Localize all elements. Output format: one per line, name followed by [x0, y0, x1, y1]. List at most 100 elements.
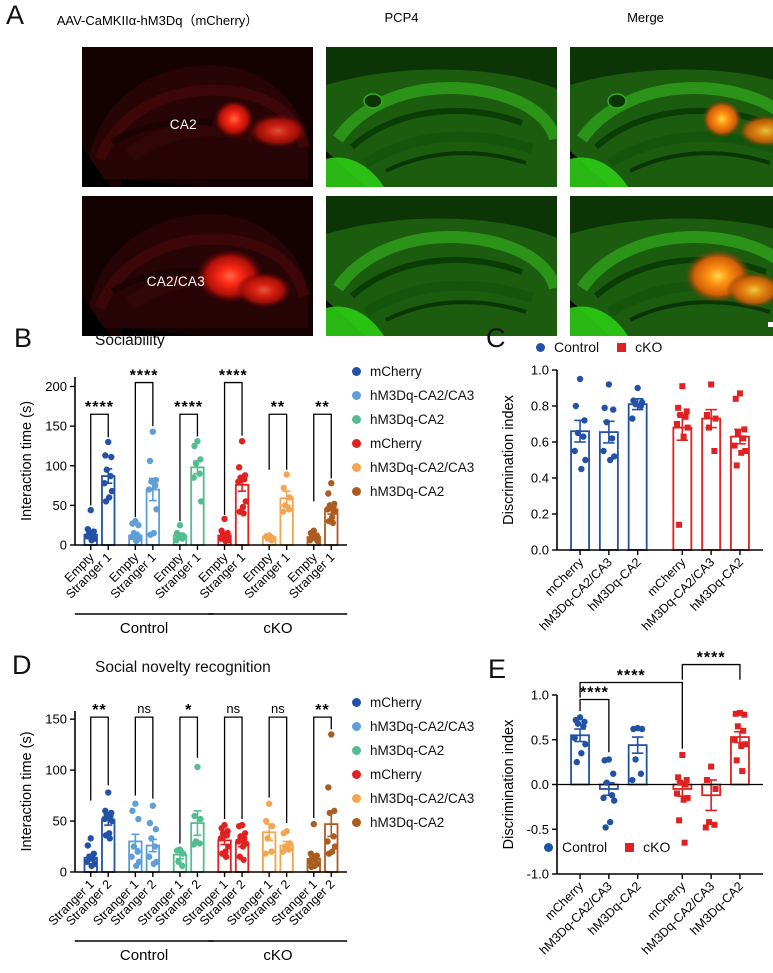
legend-item: Control: [536, 338, 599, 356]
legend-dot-swatch: [352, 438, 361, 448]
micrograph-mcherry-ca2: CA2: [82, 47, 313, 187]
svg-text:****: ****: [617, 667, 646, 684]
legend-dot-swatch: [352, 366, 361, 376]
legend-label: hM3Dq-CA2: [370, 411, 445, 427]
chart-d-title: Social novelty recognition: [95, 659, 271, 676]
chart-b-legend: mCherry hM3Dq-CA2/CA3 hM3Dq-CA2 mCherry hM3D…: [352, 359, 474, 503]
svg-text:*: *: [185, 702, 192, 719]
micrograph-art: [326, 196, 557, 336]
scale-bar: [768, 322, 773, 327]
panel-c: C Control cKO 0.0 0.2 0.4 0.6 0.8 1.0 Discrimin…: [480, 325, 773, 652]
legend-dot-swatch: [352, 462, 361, 472]
svg-text:ns: ns: [226, 701, 240, 716]
svg-text:Control: Control: [120, 620, 168, 637]
micrograph-art: [82, 196, 313, 336]
legend-dot-swatch: [352, 697, 361, 707]
legend-label: mCherry: [370, 766, 422, 782]
svg-text:150: 150: [45, 712, 67, 727]
svg-text:-0.5: -0.5: [527, 822, 549, 837]
region-label-ca2ca3: CA2/CA3: [146, 274, 206, 290]
micrograph-art: [570, 47, 773, 187]
panel-d: D Social novelty recognition 0 50 100 150 In…: [0, 650, 480, 973]
legend-label: hM3Dq-CA2/CA3: [370, 718, 475, 734]
legend-dot-swatch: [544, 842, 553, 852]
legend-item: Control: [544, 838, 607, 856]
legend-item: mCherry: [352, 359, 474, 383]
legend-label: Control: [554, 339, 600, 355]
svg-text:****: ****: [219, 368, 248, 385]
micrograph-art: [326, 47, 557, 187]
panel-letter-d: D: [12, 650, 32, 680]
legend-item: hM3Dq-CA2/CA3: [352, 714, 474, 738]
chart-c-legend: Control cKO: [536, 338, 680, 356]
micrograph-merge-ca2: [570, 47, 773, 187]
legend-item: hM3Dq-CA2: [352, 407, 474, 431]
legend-label: hM3Dq-CA2: [370, 483, 445, 499]
micrograph-grid: CA2 CA2/CA3: [42, 31, 773, 336]
svg-text:Interaction time (s): Interaction time (s): [19, 401, 35, 521]
legend-item: mCherry: [352, 431, 474, 455]
legend-dot-swatch: [352, 414, 361, 424]
legend-item: hM3Dq-CA2/CA3: [352, 383, 474, 407]
svg-text:1.0: 1.0: [531, 363, 549, 378]
legend-dot-swatch: [352, 721, 361, 731]
svg-text:0: 0: [60, 865, 67, 880]
svg-text:**: **: [92, 702, 106, 719]
svg-text:****: ****: [580, 684, 609, 701]
legend-item: hM3Dq-CA2/CA3: [352, 786, 474, 810]
legend-label: hM3Dq-CA2: [370, 814, 445, 830]
svg-text:Control: Control: [120, 947, 168, 964]
legend-dot-swatch: [352, 390, 361, 400]
legend-item: cKO: [625, 838, 670, 856]
legend-square-swatch: [625, 842, 635, 852]
svg-text:0.8: 0.8: [531, 399, 549, 414]
legend-item: hM3Dq-CA2: [352, 738, 474, 762]
legend-item: hM3Dq-CA2: [352, 810, 474, 834]
legend-dot-swatch: [352, 793, 361, 803]
chart-d-legend: mCherry hM3Dq-CA2/CA3 hM3Dq-CA2 mCherry hM3D…: [352, 690, 474, 834]
legend-square-swatch: [617, 342, 627, 352]
svg-text:200: 200: [45, 379, 67, 394]
svg-text:ns: ns: [137, 701, 151, 716]
micrograph-mcherry-ca2ca3: CA2/CA3: [82, 196, 313, 336]
panel-a: A AAV-CaMKIIα-hM3Dq（mCherry） PCP4 Merge …: [0, 0, 773, 336]
region-label-ca2: CA2: [169, 117, 197, 132]
column-title-pcp4: PCP4: [384, 10, 419, 25]
legend-label: cKO: [635, 339, 663, 355]
panel-letter-b: B: [14, 323, 33, 353]
svg-text:100: 100: [45, 763, 67, 778]
svg-text:Discrimination index: Discrimination index: [501, 394, 517, 524]
micrograph-pcp4-ca2: [326, 47, 557, 187]
legend-item: mCherry: [352, 762, 474, 786]
legend-dot-swatch: [352, 486, 361, 496]
legend-dot-swatch: [352, 817, 361, 827]
legend-dot-swatch: [352, 745, 361, 755]
svg-text:**: **: [315, 702, 329, 719]
legend-item: cKO: [617, 338, 662, 356]
legend-label: cKO: [643, 839, 671, 855]
svg-text:0.0: 0.0: [531, 777, 549, 792]
svg-text:50: 50: [53, 498, 67, 513]
column-title-mcherry: AAV-CaMKIIα-hM3Dq（mCherry）: [56, 13, 259, 28]
legend-label: mCherry: [370, 363, 422, 379]
legend-label: hM3Dq-CA2/CA3: [370, 790, 475, 806]
svg-text:ns: ns: [271, 701, 285, 716]
chart-e-legend: Control cKO: [544, 838, 688, 856]
svg-text:150: 150: [45, 419, 67, 434]
svg-text:1.0: 1.0: [531, 688, 549, 703]
legend-item: mCherry: [352, 690, 474, 714]
svg-text:****: ****: [697, 650, 726, 667]
micrograph-pcp4-ca2ca3: [326, 196, 557, 336]
svg-text:**: **: [315, 399, 329, 416]
legend-label: Control: [562, 839, 608, 855]
column-title-merge: Merge: [627, 10, 664, 25]
svg-text:0: 0: [60, 538, 67, 553]
svg-text:0.6: 0.6: [531, 435, 549, 450]
svg-text:cKO: cKO: [263, 620, 292, 637]
svg-text:0.4: 0.4: [531, 471, 549, 486]
micrograph-art: [82, 47, 313, 187]
micrograph-merge-ca2ca3: [570, 196, 773, 336]
svg-text:**: **: [271, 399, 285, 416]
